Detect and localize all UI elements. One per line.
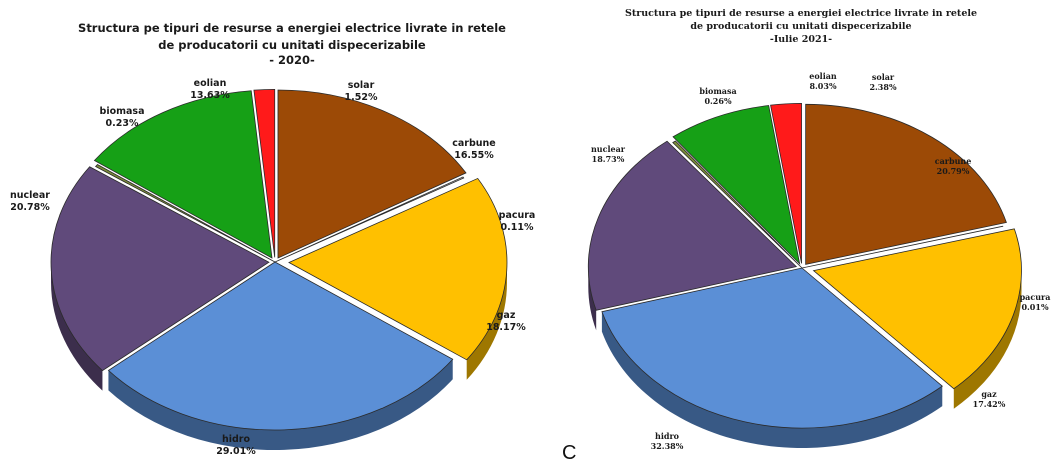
pie-slice-gaz [288, 177, 508, 361]
chart-title-line-3: -Iulie 2021- [770, 34, 832, 45]
data-label-hidro: hidro 32.38% [651, 431, 684, 451]
pie-side-hidro [601, 311, 943, 449]
pie-slice-nuclear [587, 140, 798, 311]
data-label-gaz: gaz 18.17% [486, 310, 526, 333]
pie-slice-solar [770, 102, 802, 264]
chart-title-line-2: de producatorii cu unitati dispecerizabi… [158, 38, 426, 52]
pie-chart-iulie-2021: Structura pe tipuri de resurse a energie… [587, 8, 1051, 451]
pie-side-gaz [953, 270, 1022, 409]
chart-title-line-1: Structura pe tipuri de resurse a energie… [78, 21, 506, 35]
pie-slice-carbune [805, 103, 1007, 265]
pie-slice-eolian [672, 105, 801, 265]
pie-chart-2020: Structura pe tipuri de resurse a energie… [10, 21, 535, 457]
data-label-hidro: hidro 29.01% [216, 434, 256, 457]
pie-side-gaz [466, 262, 507, 380]
pie-side-hidro [108, 359, 453, 450]
stray-letter: C [562, 442, 576, 463]
data-label-nuclear: nuclear 20.78% [10, 190, 50, 213]
data-label-biomasa: biomasa 0.26% [699, 86, 736, 106]
pie-slice-gaz [812, 228, 1022, 390]
data-label-carbune: carbune 20.79% [935, 156, 972, 176]
chart-title-line-2: de producatorii cu unitati dispecerizabi… [690, 21, 911, 32]
data-label-nuclear: nuclear 18.73% [591, 144, 626, 164]
chart-title-line-3: - 2020- [269, 53, 315, 67]
data-label-solar: solar 1.52% [345, 80, 378, 103]
data-label-eolian: eolian 8.03% [809, 71, 837, 91]
pie-slice-solar [253, 88, 276, 258]
data-label-carbune: carbune 16.55% [452, 138, 496, 161]
data-label-eolian: eolian 13.63% [190, 78, 230, 101]
pie-slice-pacura [274, 176, 465, 263]
data-label-gaz: gaz 17.42% [973, 389, 1006, 409]
pie-slice-hidro [601, 267, 943, 429]
pie-side-nuclear [51, 262, 103, 391]
data-label-biomasa: biomasa 0.23% [100, 106, 145, 129]
pie-slice-eolian [93, 90, 273, 259]
pie-slice-hidro [107, 261, 454, 431]
data-label-pacura: pacura 0.11% [499, 210, 536, 233]
pie-slice-pacura [801, 225, 1004, 269]
pie-slice-biomasa [672, 140, 803, 269]
pie-slice-nuclear [50, 166, 270, 372]
data-label-solar: solar 2.38% [869, 72, 896, 92]
chart-title-line-1: Structura pe tipuri de resurse a energie… [625, 8, 977, 19]
pie-slice-carbune [277, 89, 467, 259]
pie-slice-biomasa [94, 164, 276, 263]
data-label-pacura: pacura 0.01% [1020, 292, 1051, 312]
